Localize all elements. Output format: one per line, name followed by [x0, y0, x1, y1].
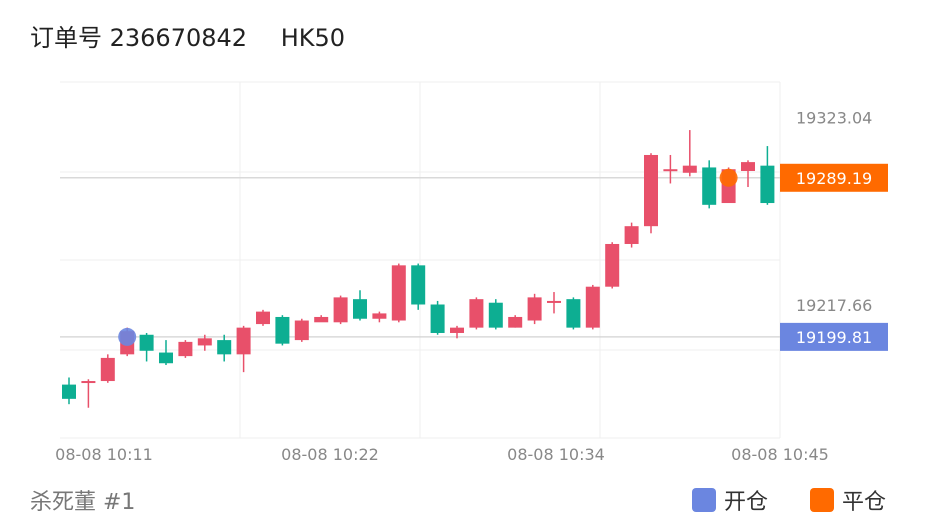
candle-body: [411, 265, 426, 305]
candle-body: [256, 311, 270, 325]
candle-body: [100, 357, 115, 382]
legend-swatch-close: [810, 488, 834, 512]
candle-body: [81, 381, 96, 384]
candle-body: [547, 300, 561, 303]
candle-body: [333, 297, 348, 323]
candle-body: [294, 320, 309, 341]
candle-body: [663, 169, 678, 172]
candle-body: [197, 338, 212, 346]
candle-body: [275, 316, 290, 344]
legend-item-close: 平仓: [810, 484, 886, 516]
close-price-tag: [780, 163, 888, 192]
close-price-label: 19289.19: [796, 169, 872, 188]
x-tick-label: 08-08 10:11: [55, 445, 153, 464]
candle-body: [702, 167, 717, 205]
candle-body: [644, 154, 658, 227]
y-tick-label: 19323.04: [796, 109, 872, 128]
legend-swatch-open: [692, 488, 716, 512]
x-tick-label: 08-08 10:45: [731, 445, 829, 464]
candle-body: [469, 299, 484, 328]
candle-body: [527, 297, 542, 321]
order-number-label: 订单号 236670842: [30, 24, 248, 52]
candle-body: [585, 286, 600, 328]
chart-header: 订单号 236670842 HK50: [30, 18, 345, 53]
candle-body: [314, 316, 329, 323]
candle-body: [488, 302, 503, 328]
legend-label-close: 平仓: [842, 490, 887, 515]
candle-body: [605, 243, 620, 287]
open-price-tag: [780, 322, 888, 351]
candle-body: [372, 313, 387, 319]
candle-body: [624, 226, 639, 244]
candle-body: [741, 162, 755, 171]
candle-body: [682, 165, 697, 173]
candle-body: [139, 334, 154, 351]
x-tick-label: 08-08 10:22: [281, 445, 379, 464]
legend-item-open: 开仓: [692, 484, 768, 516]
open-marker-dot: [118, 327, 137, 346]
y-tick-label: 19217.66: [796, 296, 872, 315]
candle-body: [450, 327, 464, 333]
legend-label-open: 开仓: [724, 490, 769, 515]
candle-body: [159, 352, 173, 364]
candle-body: [62, 384, 76, 399]
candle-body: [508, 316, 523, 328]
x-tick-label: 08-08 10:34: [507, 445, 605, 464]
candle-body: [430, 304, 445, 333]
candle-body: [217, 340, 232, 355]
candle-body: [760, 165, 775, 204]
close-marker-dot: [719, 168, 738, 187]
candle-body: [391, 265, 406, 321]
symbol-label: HK50: [280, 24, 346, 52]
strategy-label: 杀死董 #1: [30, 490, 136, 515]
candle-body: [353, 299, 367, 319]
candle-body: [566, 299, 581, 328]
candle-body: [178, 341, 193, 357]
open-price-label: 19199.81: [796, 328, 872, 347]
candle-body: [236, 327, 251, 355]
